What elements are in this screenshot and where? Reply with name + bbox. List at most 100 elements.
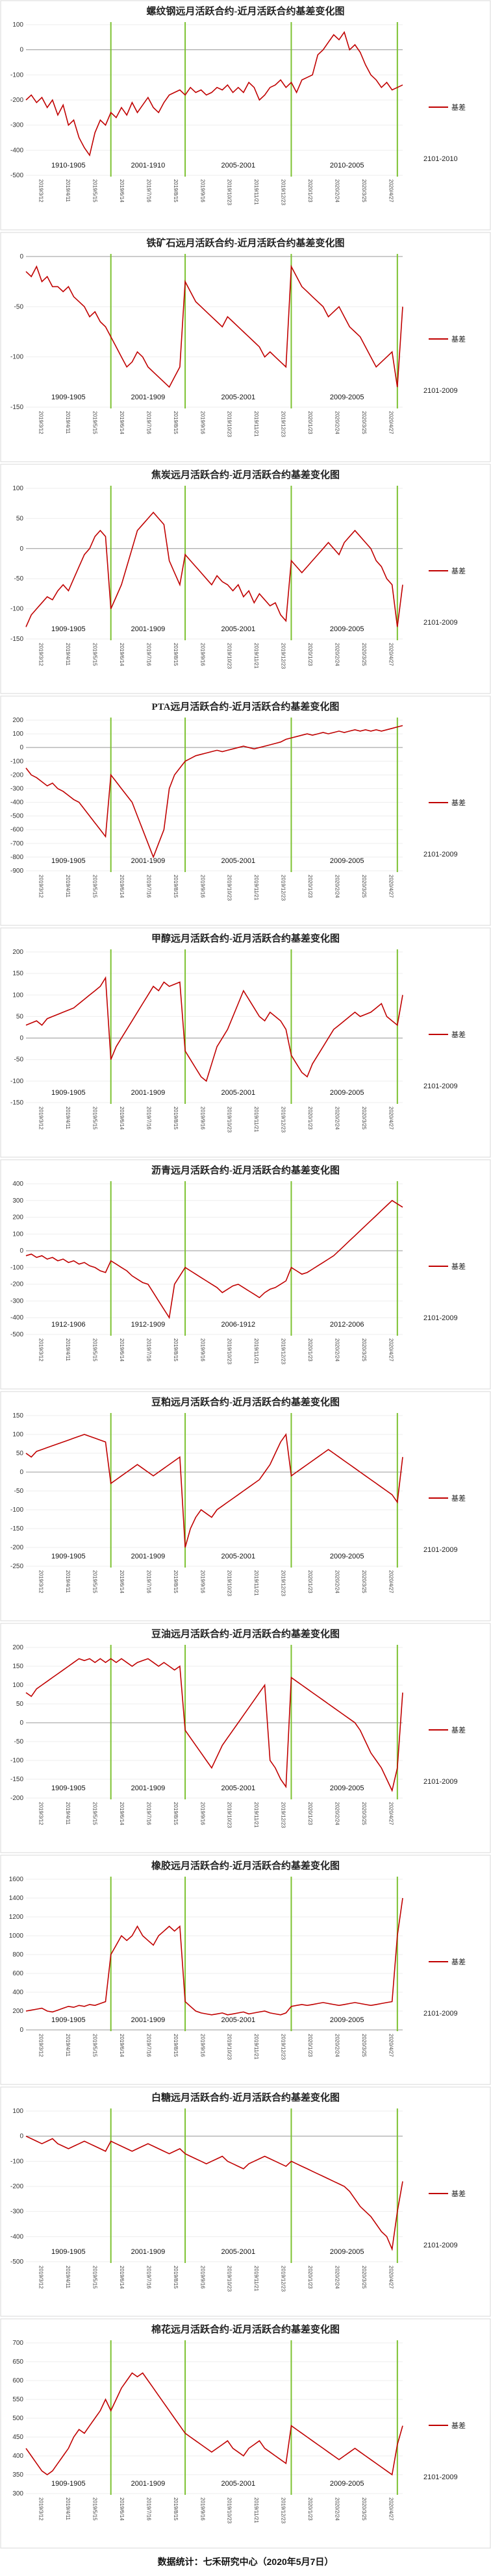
x-tick-label: 2019/9/16 [199,1338,205,1362]
x-tick-label: 2020/2/24 [334,2266,340,2289]
y-tick-label: -500 [10,172,23,179]
y-tick-label: 450 [12,2434,23,2441]
y-tick-label: -100 [10,1757,23,1764]
x-tick-label: 2019/6/14 [119,1570,125,1594]
chart-frame [0,927,491,1158]
y-tick-label: -300 [10,1297,23,1305]
segment-label: 2009-2005 [330,857,364,865]
chart-title: 棉花远月活跃合约-近月活跃合约基差变化图 [151,2323,340,2335]
y-tick-label: -250 [10,1563,23,1570]
legend-label: 基差 [451,103,466,112]
y-tick-label: 100 [12,992,23,999]
contract-note: 2101-2010 [423,155,458,163]
y-tick-label: 0 [19,1469,23,1476]
y-tick-label: -100 [10,606,23,613]
basis-series-line [25,2135,403,2251]
x-tick-label: 2019/6/14 [119,643,125,666]
x-tick-label: 2019/10/23 [227,643,233,669]
segment-label: 1909-1905 [51,625,86,633]
basis-series-line [25,264,403,388]
segment-label: 1909-1905 [51,1553,86,1560]
chart-title: 甲醇远月活跃合约-近月活跃合约基差变化图 [151,932,340,944]
x-tick-label: 2019/6/14 [119,2266,125,2289]
chart-frame [0,2318,491,2549]
y-tick-label: -100 [10,1264,23,1271]
y-tick-label: 200 [12,1214,23,1221]
y-tick-label: 0 [19,1247,23,1255]
y-tick-label: 100 [12,485,23,492]
segment-label: 2005-2001 [221,162,255,169]
x-tick-label: 2019/10/23 [227,1338,233,1365]
x-tick-label: 2019/12/23 [281,411,286,438]
y-tick-label: 50 [16,515,24,522]
segment-label: 2012-2006 [330,1321,364,1329]
x-tick-label: 2020/2/24 [334,2497,340,2521]
y-tick-label: 550 [12,2396,23,2403]
y-tick-label: 0 [19,545,23,553]
x-tick-label: 2019/5/15 [92,179,98,203]
y-tick-label: -150 [10,1776,23,1783]
x-tick-label: 2020/4/27 [388,2266,394,2289]
x-tick-label: 2019/6/14 [119,1107,125,1130]
x-tick-label: 2019/6/14 [119,875,125,898]
x-tick-label: 2019/5/15 [92,2497,98,2521]
y-tick-label: -500 [10,1331,23,1338]
y-tick-label: -200 [10,1281,23,1288]
x-tick-label: 2019/10/23 [227,1570,233,1597]
y-tick-label: 1200 [9,1914,24,1921]
chart-svg: 白糖远月活跃合约-近月活跃合约基差变化图 100 0 -100 -200 -300 -400… [0,2086,491,2317]
basis-series-line [25,31,403,157]
y-tick-label: 100 [12,1682,23,1689]
x-tick-label: 2019/7/16 [145,1802,151,1825]
chart-svg: 焦炭远月活跃合约-近月活跃合约基差变化图 100 50 0 -50 -100 -150 190… [0,464,491,694]
x-tick-label: 2019/11/21 [253,2266,259,2292]
x-tick-label: 2019/7/16 [145,411,151,434]
chart-panel: 棉花远月活跃合约-近月活跃合约基差变化图 700 650 600 550 500 450 40… [0,2318,491,2550]
y-tick-label: 1600 [9,1876,24,1883]
y-tick-label: 50 [16,1013,24,1020]
x-tick-label: 2019/3/12 [38,1802,44,1825]
legend-label: 基差 [451,1494,466,1503]
x-tick-label: 2019/4/11 [65,643,71,666]
x-tick-label: 2019/11/21 [253,875,259,901]
x-tick-label: 2019/5/15 [92,1338,98,1362]
x-tick-label: 2019/3/12 [38,179,44,203]
x-tick-label: 2019/5/15 [92,1107,98,1130]
y-tick-label: -500 [10,2258,23,2266]
x-tick-label: 2019/7/16 [145,1107,151,1130]
x-tick-label: 2020/4/27 [388,875,394,898]
contract-note: 2101-2009 [423,387,458,395]
segment-label: 2010-2005 [330,162,364,169]
y-tick-label: 400 [12,1989,23,1996]
segment-label: 1909-1905 [51,1784,86,1792]
chart-panel: 橡胶远月活跃合约-近月活跃合约基差变化图 1600 1400 1200 1000 800 6… [0,1855,491,2086]
y-tick-label: -150 [10,404,23,411]
basis-series-line [25,976,403,1082]
y-tick-label: 200 [12,717,23,724]
y-tick-label: -150 [10,1525,23,1532]
x-tick-label: 2019/10/23 [227,2034,233,2060]
segment-label: 1909-1905 [51,394,86,401]
contract-note: 2101-2009 [423,1778,458,1786]
x-tick-label: 2019/3/12 [38,2034,44,2057]
segment-label: 2005-2001 [221,2016,255,2024]
chart-svg: 沥青远月活跃合约-近月活跃合约基差变化图 400 300 200 100 0 -100 -20… [0,1159,491,1390]
legend-label: 基差 [451,2189,466,2198]
x-tick-label: 2019/5/15 [92,2034,98,2057]
x-tick-label: 2020/4/27 [388,1338,394,1362]
chart-title: PTA远月活跃合约-近月活跃合约基差变化图 [152,701,340,712]
legend-label: 基差 [451,798,466,807]
x-tick-label: 2019/8/15 [173,2034,179,2057]
legend-label: 基差 [451,1725,466,1734]
basis-series-line [25,1199,403,1319]
segment-label: 2001-1909 [131,1089,166,1097]
x-tick-label: 2019/8/15 [173,2497,179,2521]
basis-series-line [25,1897,403,2016]
segment-label: 2001-1909 [131,2248,166,2256]
x-tick-label: 2019/4/11 [65,2266,71,2289]
segment-label: 2005-2001 [221,394,255,401]
x-tick-label: 2019/4/11 [65,411,71,434]
segment-label: 1909-1905 [51,1089,86,1097]
x-tick-label: 2020/1/23 [307,2034,313,2057]
legend-label: 基差 [451,566,466,575]
